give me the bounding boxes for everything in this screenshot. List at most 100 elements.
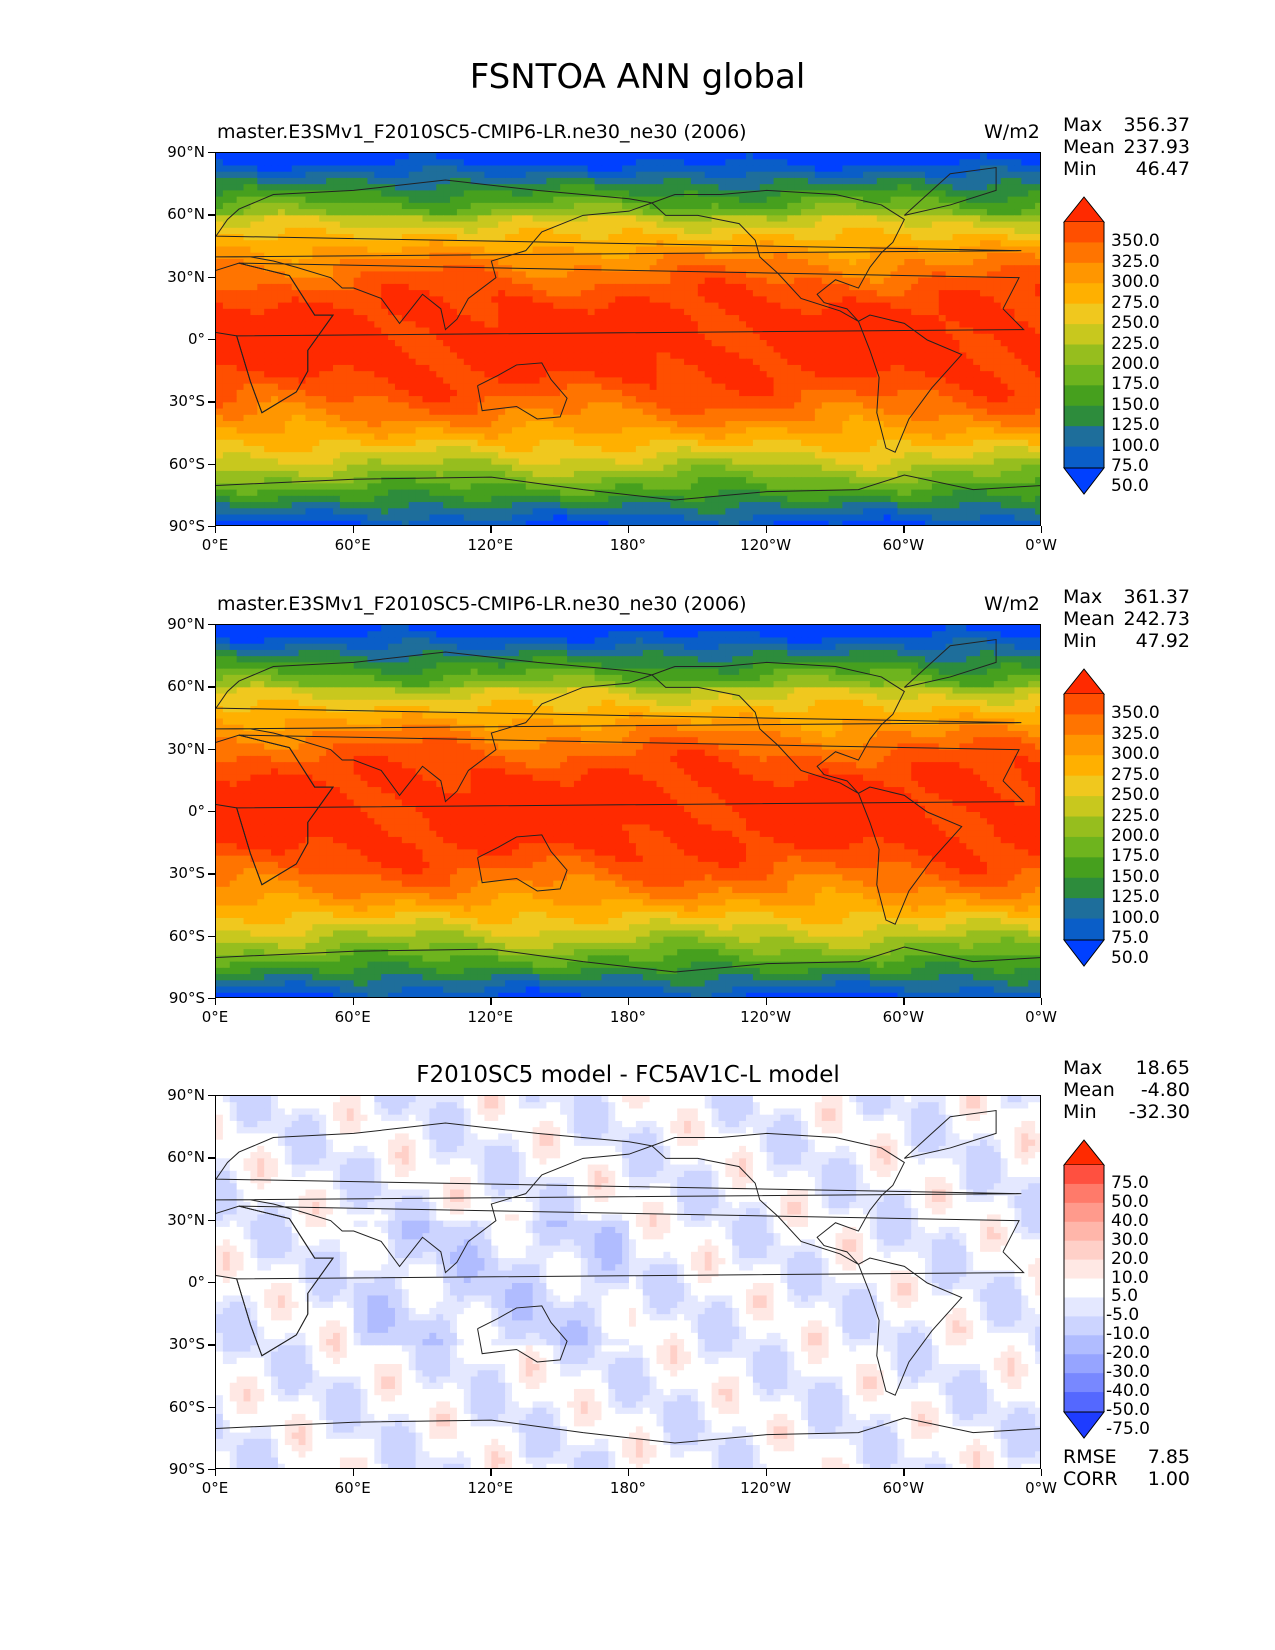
- coastline: [857, 314, 963, 453]
- colorbar-segment: [1064, 303, 1104, 325]
- panel-title: master.E3SMv1_F2010SC5-CMIP6-LR.ne30_ne3…: [217, 593, 747, 615]
- stat-value: 242.73: [1124, 608, 1190, 630]
- stat-row: Max 356.37: [1063, 114, 1190, 136]
- y-tick-label: 0°: [145, 802, 205, 820]
- coastline: [216, 651, 1022, 803]
- colorbar-segment: [1064, 1392, 1104, 1412]
- y-tick: [208, 624, 215, 626]
- x-tick-label: 60°E: [313, 1008, 393, 1026]
- colorbar-tick-label: -5.0: [1106, 1307, 1139, 1324]
- y-tick-label: 90°N: [145, 143, 205, 161]
- x-tick: [215, 998, 217, 1005]
- colorbar-tick-label: 275.0: [1111, 766, 1160, 784]
- map-panel: [215, 624, 1041, 998]
- colorbar-extend-min: [1062, 467, 1106, 495]
- y-tick-label: 90°N: [145, 1086, 205, 1104]
- x-tick-label: 0°W: [1001, 1008, 1081, 1026]
- y-tick: [208, 1219, 215, 1221]
- stat-value: 18.65: [1136, 1057, 1190, 1079]
- colorbar-extend-min: [1062, 1411, 1106, 1439]
- colorbar-segment: [1064, 283, 1104, 305]
- colorbar-segment: [1064, 1373, 1104, 1393]
- colorbar-segment: [1064, 1183, 1104, 1204]
- colorbar-tick-label: 40.0: [1111, 1212, 1149, 1230]
- colorbar-tick-label: 175.0: [1111, 376, 1160, 393]
- colorbar-tick-label: 350.0: [1111, 233, 1160, 250]
- coastline: [216, 1417, 1040, 1444]
- colorbar-tick-label: 300.0: [1111, 274, 1160, 291]
- x-tick: [215, 1469, 217, 1476]
- colorbar: 350.0 325.0 300.0 275.0 250.0 225.0 200.0 175.0…: [1062, 668, 1160, 971]
- coastline: [216, 734, 334, 886]
- colorbar-tick-label: 225.0: [1111, 807, 1160, 825]
- x-tick: [628, 1469, 630, 1476]
- coastline: [216, 179, 1022, 331]
- colorbar-tick-label: -10.0: [1106, 1326, 1150, 1343]
- colorbar-segment: [1064, 262, 1104, 284]
- y-tick-label: 90°S: [145, 517, 205, 535]
- colorbar-segment: [1064, 836, 1104, 858]
- colorbar-tick-label: 325.0: [1111, 725, 1160, 743]
- y-tick: [208, 1469, 215, 1471]
- colorbar-segment: [1064, 1354, 1104, 1374]
- y-tick-label: 30°N: [145, 740, 205, 758]
- colorbar-segment: [1064, 898, 1104, 920]
- x-tick: [1041, 1469, 1043, 1476]
- x-tick-label: 60°W: [863, 536, 943, 554]
- colorbar-segment: [1064, 222, 1104, 243]
- x-tick-label: 180°: [588, 1008, 668, 1026]
- colorbar-segment: [1064, 714, 1104, 736]
- map-canvas: [216, 1096, 1040, 1468]
- colorbar-segment: [1064, 1221, 1104, 1242]
- coastline: [651, 1132, 905, 1265]
- y-tick-label: 60°N: [145, 205, 205, 223]
- colorbar-segment: [1064, 1335, 1104, 1355]
- colorbar-svg: [1062, 668, 1106, 967]
- x-tick-label: 180°: [588, 1479, 668, 1497]
- colorbar-segment: [1064, 857, 1104, 879]
- stat-label: Max: [1063, 1057, 1102, 1079]
- colorbar-tick-label: 200.0: [1111, 827, 1160, 845]
- y-tick: [208, 1157, 215, 1159]
- map-panel: [215, 1095, 1041, 1469]
- stat-label: Min: [1063, 158, 1097, 180]
- y-tick-label: 60°S: [145, 455, 205, 473]
- colorbar-segment: [1064, 1259, 1104, 1280]
- colorbar-segment: [1064, 816, 1104, 838]
- colorbar-segment: [1064, 775, 1104, 797]
- x-tick-label: 0°W: [1001, 536, 1081, 554]
- colorbar-tick-label: 175.0: [1111, 848, 1160, 865]
- colorbar-tick-label: 150.0: [1111, 868, 1160, 886]
- stat-row: Min 46.47: [1063, 158, 1190, 180]
- colorbar-segment: [1064, 344, 1104, 366]
- colorbar-tick-label: 325.0: [1111, 253, 1160, 271]
- y-tick-label: 60°S: [145, 1398, 205, 1416]
- y-tick: [208, 401, 215, 403]
- stat-label: Max: [1063, 586, 1102, 608]
- colorbar: 350.0 325.0 300.0 275.0 250.0 225.0 200.0 175.0…: [1062, 196, 1160, 499]
- x-tick-label: 120°W: [726, 1008, 806, 1026]
- coastline: [216, 1205, 334, 1357]
- y-tick: [208, 1344, 215, 1346]
- x-tick-label: 60°E: [313, 536, 393, 554]
- stat-value: 46.47: [1136, 158, 1190, 180]
- colorbar-segment: [1064, 446, 1104, 468]
- x-tick-label: 0°E: [175, 1479, 255, 1497]
- colorbar-tick-label: 250.0: [1111, 315, 1160, 332]
- colorbar-segment: [1064, 242, 1104, 264]
- x-tick-label: 0°E: [175, 536, 255, 554]
- x-tick-label: 120°E: [450, 536, 530, 554]
- panel-title: master.E3SMv1_F2010SC5-CMIP6-LR.ne30_ne3…: [217, 121, 747, 143]
- colorbar-tick-label: 75.0: [1111, 458, 1149, 475]
- coastline: [477, 1305, 568, 1363]
- colorbar-extend-min: [1062, 939, 1106, 967]
- stat-label: Min: [1063, 630, 1097, 652]
- stat-value: 361.37: [1124, 586, 1190, 608]
- y-tick-label: 30°N: [145, 1211, 205, 1229]
- colorbar-extend-max: [1062, 668, 1106, 695]
- colorbar-tick-label: 250.0: [1111, 787, 1160, 804]
- colorbar-segment: [1064, 1202, 1104, 1223]
- x-tick: [765, 998, 767, 1005]
- x-tick-label: 60°W: [863, 1008, 943, 1026]
- coastline: [216, 1122, 1022, 1274]
